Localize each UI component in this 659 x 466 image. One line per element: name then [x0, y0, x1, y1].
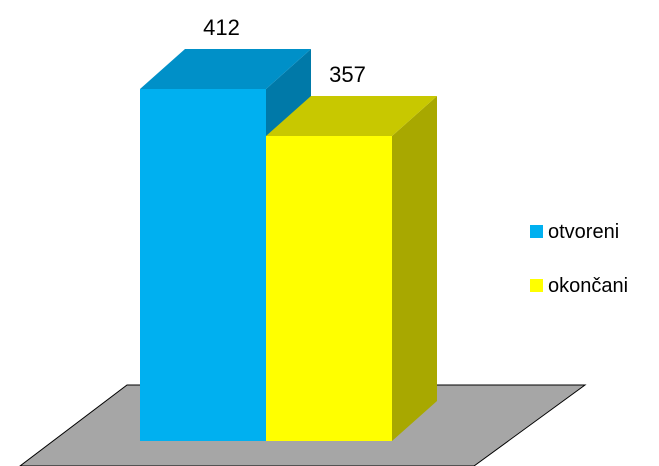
- legend-label-1: okončani: [548, 275, 628, 297]
- bar-side-1: [392, 95, 437, 441]
- data-label-0: 412: [203, 15, 240, 40]
- bar-top-1: [266, 95, 437, 136]
- legend-swatch-0: [530, 225, 543, 238]
- bar-front-0: [140, 89, 266, 441]
- bar-front-1: [266, 135, 392, 441]
- legend: otvoreni okončani: [530, 221, 628, 297]
- data-label-1: 357: [329, 62, 366, 87]
- bar-top-0: [140, 49, 311, 89]
- legend-swatch-1: [530, 279, 543, 292]
- data-labels-group: 412 357: [203, 15, 366, 87]
- legend-label-0: otvoreni: [548, 221, 619, 243]
- bar-1: [266, 95, 437, 441]
- bars-group: [140, 49, 437, 441]
